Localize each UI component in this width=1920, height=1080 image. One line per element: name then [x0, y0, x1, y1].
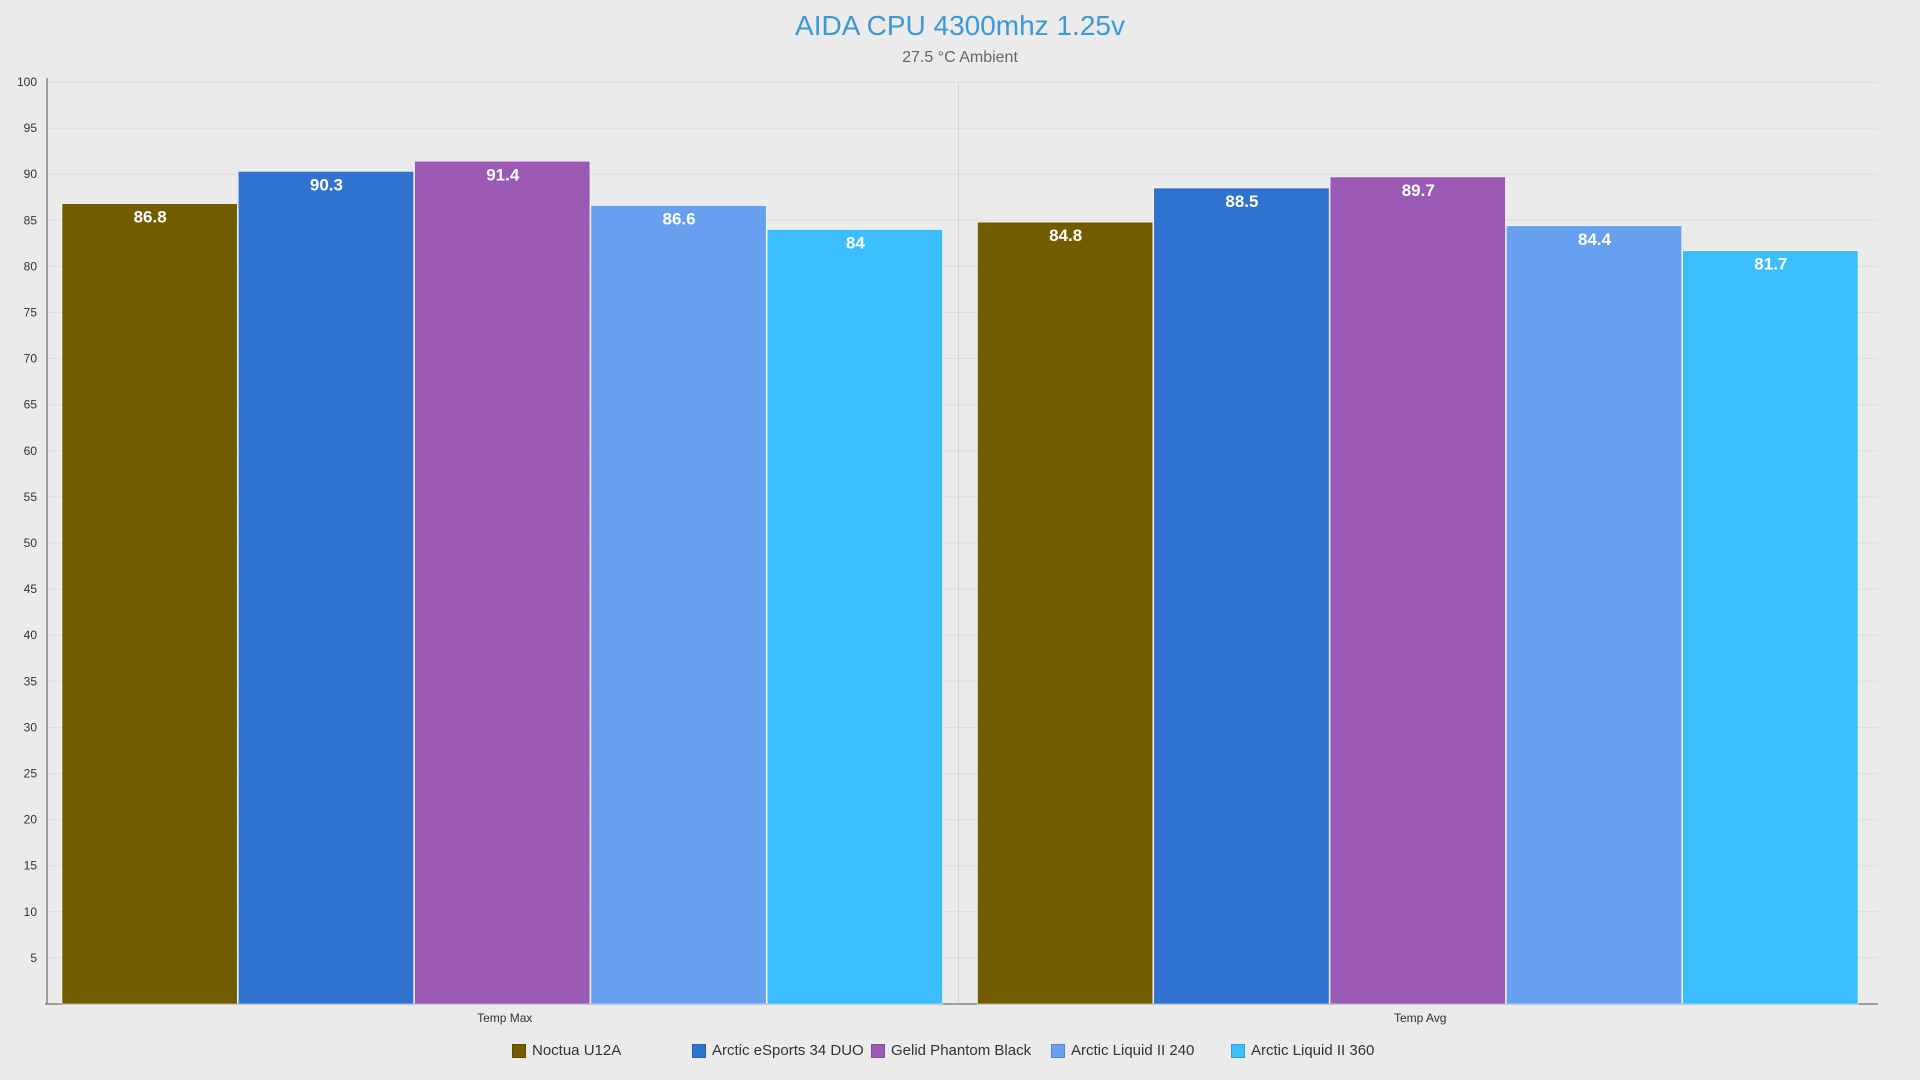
legend-item[interactable]: Arctic eSports 34 DUO	[692, 1042, 864, 1059]
data-label: 88.5	[1225, 192, 1258, 211]
data-label: 89.7	[1402, 181, 1435, 200]
bar[interactable]	[1329, 176, 1506, 1005]
y-tick-labels: 5 10 15 20 25 30 35 40 45 50 55 60 65 70 75 80 85 90 95 100	[17, 75, 37, 965]
y-tick-label: 70	[24, 352, 38, 366]
legend-swatch	[512, 1043, 526, 1058]
y-tick-label: 25	[24, 767, 38, 781]
data-label: 84.4	[1578, 230, 1612, 249]
y-tick-label: 5	[30, 951, 37, 965]
y-tick-label: 15	[24, 859, 38, 873]
y-tick-label: 65	[24, 398, 38, 412]
legend-swatch	[692, 1043, 706, 1058]
y-tick-label: 40	[24, 628, 38, 642]
legend-label: Gelid Phantom Black	[891, 1042, 1032, 1059]
legend-label: Arctic eSports 34 DUO	[712, 1042, 864, 1059]
x-category-label: Temp Max	[477, 1011, 532, 1025]
data-labels: 86.8 90.3 91.4 86.6 84 84.8 88.5 89.7 84.4 81.7	[134, 165, 1788, 273]
bar[interactable]	[414, 161, 591, 1005]
y-tick-label: 10	[24, 905, 38, 919]
legend-item[interactable]: Arctic Liquid II 360	[1231, 1042, 1374, 1059]
y-tick-label: 35	[24, 674, 38, 688]
data-label: 81.7	[1754, 255, 1787, 274]
y-tick-label: 100	[17, 75, 37, 89]
legend-item[interactable]: Arctic Liquid II 240	[1051, 1042, 1194, 1059]
bar[interactable]	[766, 229, 943, 1005]
legend-swatch	[1231, 1043, 1245, 1058]
data-label: 84	[846, 234, 865, 253]
legend-swatch	[1051, 1043, 1065, 1058]
x-category-label: Temp Avg	[1394, 1011, 1446, 1025]
y-tick-label: 60	[24, 444, 38, 458]
y-tick-label: 75	[24, 306, 38, 320]
data-label: 84.8	[1049, 226, 1082, 245]
legend-item[interactable]: Gelid Phantom Black	[871, 1042, 1031, 1059]
y-tick-label: 90	[24, 167, 38, 181]
y-tick-label: 20	[24, 813, 38, 827]
y-tick-label: 45	[24, 582, 38, 596]
legend-label: Noctua U12A	[532, 1042, 622, 1059]
y-tick-label: 80	[24, 259, 38, 273]
data-label: 86.8	[134, 208, 167, 227]
legend-swatch	[871, 1043, 885, 1058]
legend-item[interactable]: Noctua U12A	[512, 1042, 621, 1059]
bar[interactable]	[590, 205, 767, 1005]
legend-label: Arctic Liquid II 360	[1251, 1042, 1375, 1059]
chart-legend: Noctua U12A Arctic eSports 34 DUO Gelid Ph…	[0, 1042, 1920, 1066]
data-label: 86.6	[663, 210, 696, 229]
bar[interactable]	[977, 221, 1154, 1005]
y-tick-label: 85	[24, 213, 38, 227]
bar[interactable]	[1153, 187, 1330, 1005]
bar[interactable]	[1506, 225, 1682, 1005]
y-tick-label: 55	[24, 490, 38, 504]
bars	[61, 161, 1859, 1005]
y-tick-label: 30	[24, 720, 38, 734]
y-tick-label: 50	[24, 536, 38, 550]
legend-label: Arctic Liquid II 240	[1071, 1042, 1195, 1059]
y-tick-label: 95	[24, 121, 38, 135]
chart-title: AIDA CPU 4300mhz 1.25v	[795, 10, 1125, 41]
bar[interactable]	[238, 171, 414, 1005]
chart-subtitle: 27.5 °C Ambient	[902, 49, 1018, 66]
data-label: 90.3	[310, 175, 343, 194]
bar[interactable]	[61, 203, 238, 1005]
bar[interactable]	[1682, 250, 1859, 1005]
data-label: 91.4	[486, 165, 520, 184]
